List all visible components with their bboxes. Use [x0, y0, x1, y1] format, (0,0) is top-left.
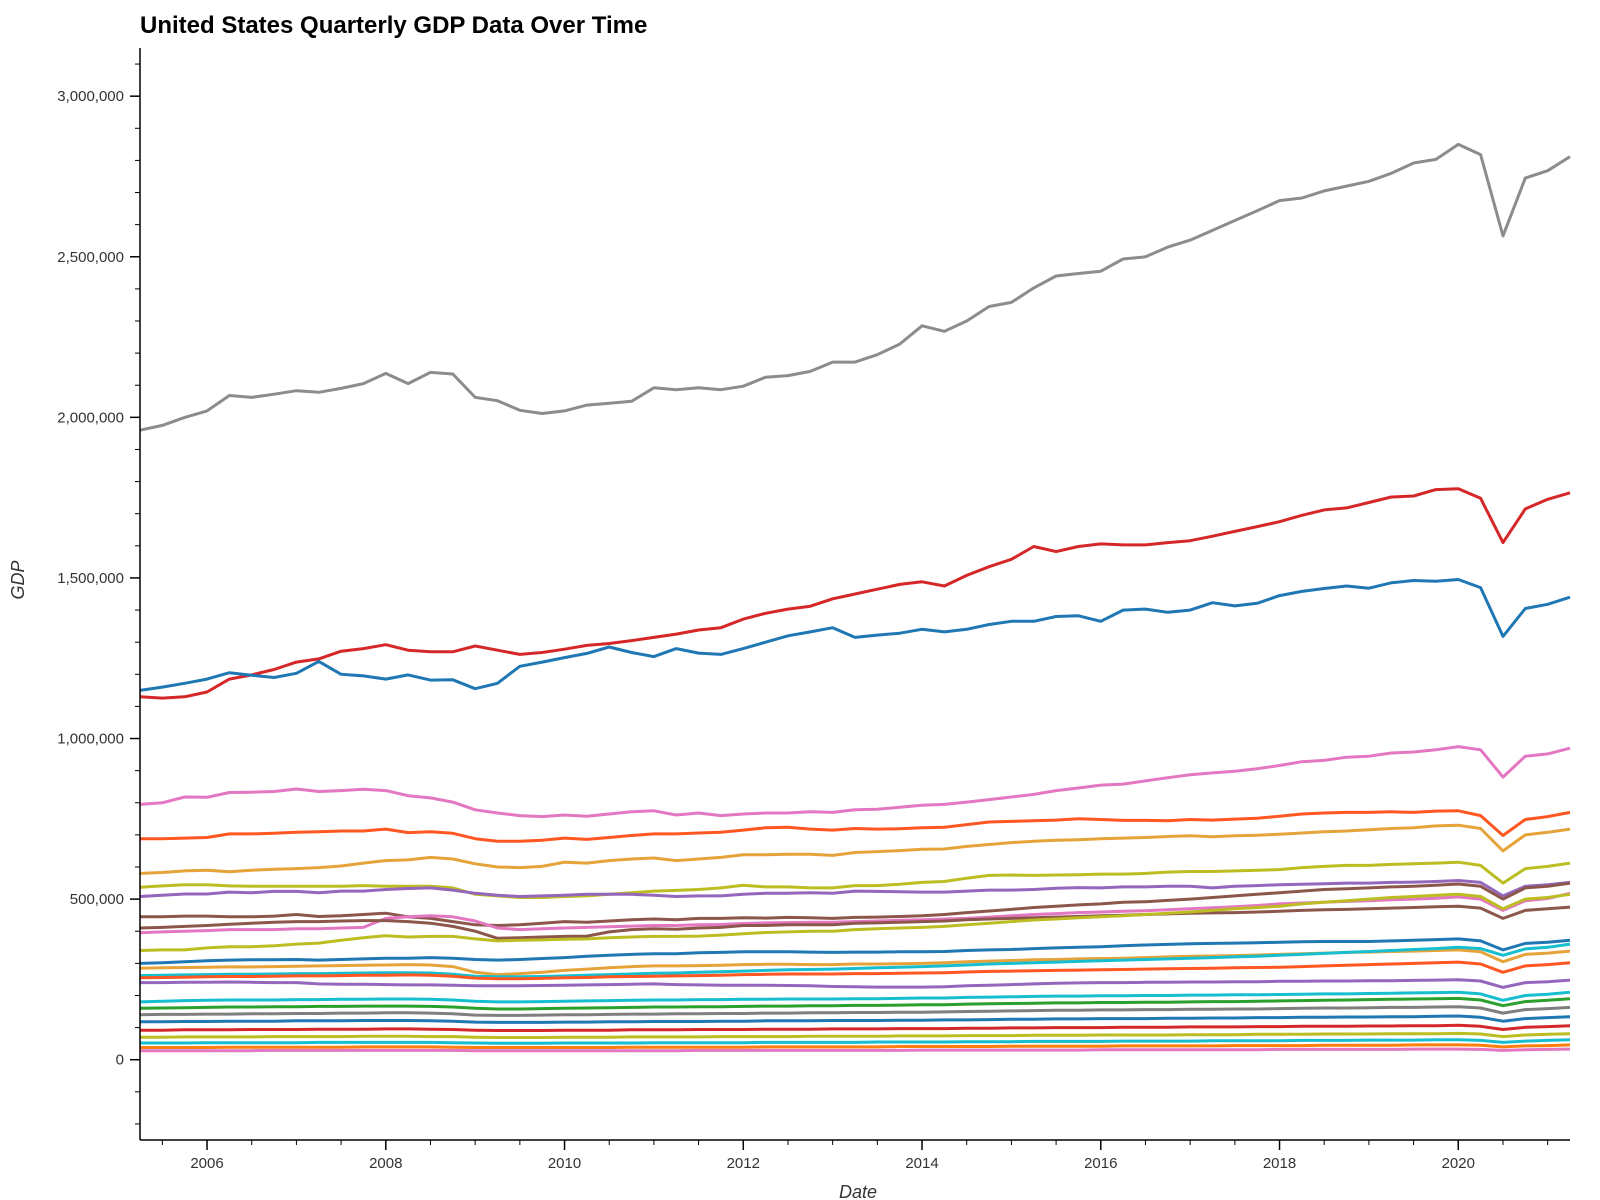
series-line-19 — [139, 996, 1571, 1011]
x-tick-label: 2020 — [1442, 1155, 1475, 1172]
x-tick-label: 2018 — [1263, 1155, 1296, 1172]
y-tick-label: 2,500,000 — [57, 249, 124, 266]
series-line-25 — [140, 1043, 1571, 1049]
x-tick-label: 2012 — [727, 1155, 760, 1172]
series-line-24 — [140, 1038, 1571, 1045]
x-tick-label: 2008 — [369, 1155, 402, 1172]
y-tick-label: 2,000,000 — [57, 409, 124, 426]
series-line-4 — [139, 745, 1571, 819]
series-line-13 — [139, 937, 1571, 965]
series-line-3 — [139, 578, 1571, 692]
y-tick-label: 3,000,000 — [57, 88, 124, 105]
x-axis: 2006 2008 2010 2012 2014 2016 2018 2020 — [140, 1139, 1570, 1172]
series-line-6 — [139, 823, 1571, 875]
series-line-15 — [139, 942, 1571, 979]
chart-title: United States Quarterly GDP Data Over Ti… — [140, 12, 648, 39]
series-line-20 — [139, 1005, 1571, 1017]
series-line-14 — [139, 948, 1571, 977]
series-line-18 — [139, 990, 1571, 1004]
y-tick-label: 500,000 — [70, 891, 124, 908]
series-line-23 — [140, 1031, 1571, 1039]
x-tick-label: 2006 — [190, 1155, 223, 1172]
series-line-8 — [139, 879, 1571, 898]
series-line-17 — [140, 978, 1571, 989]
x-tick-label: 2014 — [905, 1155, 938, 1172]
series-line-12 — [139, 892, 1571, 952]
series-line-16 — [139, 960, 1571, 981]
y-axis: 0 500,000 1,000,000 1,500,000 2,000,000 2,500… — [57, 48, 141, 1140]
series-line-22 — [140, 1023, 1571, 1032]
x-axis-label: Date — [839, 1182, 877, 1200]
x-tick-label: 2010 — [548, 1155, 581, 1172]
series-line-21 — [140, 1014, 1571, 1024]
plot-lines — [139, 142, 1571, 1053]
y-axis-label: GDP — [8, 560, 28, 599]
y-tick-label: 1,000,000 — [57, 731, 124, 748]
series-line-9 — [140, 881, 1571, 927]
x-tick-label: 2016 — [1084, 1155, 1117, 1172]
y-tick-label: 0 — [116, 1052, 124, 1069]
series-line-7 — [139, 860, 1571, 899]
series-line-5 — [140, 809, 1571, 843]
series-line-2 — [139, 487, 1571, 700]
series-line-1 — [139, 142, 1571, 432]
y-tick-label: 1,500,000 — [57, 570, 124, 587]
series-line-11 — [139, 904, 1571, 940]
series-line-26 — [140, 1047, 1571, 1053]
